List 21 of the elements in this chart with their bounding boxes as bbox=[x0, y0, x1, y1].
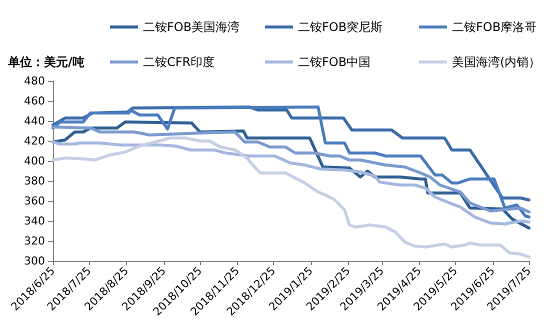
legend-label: 二铵FOB中国 bbox=[298, 55, 371, 69]
y-axis-title: 单位：美元/吨 bbox=[7, 55, 84, 69]
y-tick-label: 320 bbox=[24, 234, 45, 248]
y-tick-label: 400 bbox=[24, 154, 45, 168]
y-tick-label: 360 bbox=[24, 194, 45, 208]
y-tick-label: 480 bbox=[24, 74, 45, 88]
line-series bbox=[52, 136, 530, 258]
legend-label: 二铵FOB突尼斯 bbox=[298, 20, 383, 34]
legend-label: 二铵FOB摩洛哥 bbox=[452, 20, 537, 34]
line-series bbox=[52, 126, 530, 214]
legend-label: 美国海湾(内销） bbox=[452, 55, 541, 69]
legend-label: 二铵FOB美国海湾 bbox=[143, 20, 240, 34]
y-tick-label: 420 bbox=[24, 134, 45, 148]
line-series bbox=[52, 106, 530, 218]
y-tick-label: 440 bbox=[24, 114, 45, 128]
y-tick-label: 300 bbox=[24, 254, 45, 268]
line-series bbox=[52, 140, 530, 226]
y-tick-label: 380 bbox=[24, 174, 45, 188]
legend-label: 二铵CFR印度 bbox=[143, 55, 215, 69]
y-tick-label: 460 bbox=[24, 94, 45, 108]
y-tick-label: 340 bbox=[24, 214, 45, 228]
